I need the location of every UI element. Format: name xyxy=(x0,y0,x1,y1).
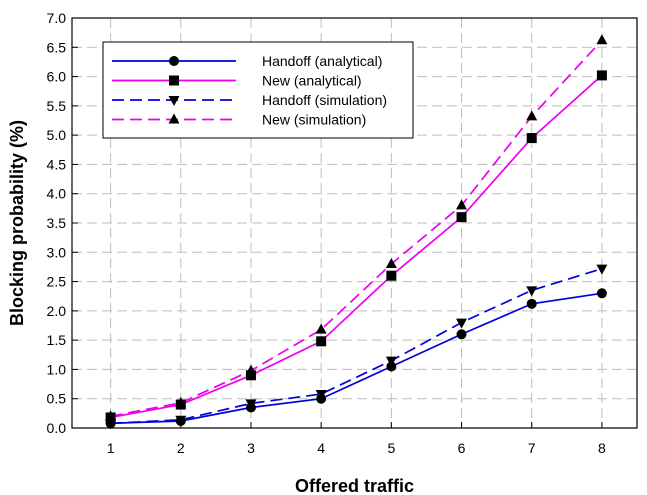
x-tick-label: 5 xyxy=(387,440,395,456)
y-tick-label: 5.5 xyxy=(47,98,67,114)
data-point-triangle-up xyxy=(596,34,608,45)
data-point-square xyxy=(316,336,327,347)
data-point-square xyxy=(456,212,467,223)
y-tick-label: 2.5 xyxy=(47,274,67,290)
data-point-circle xyxy=(456,329,467,340)
data-point-triangle-down xyxy=(385,356,397,367)
data-point-square xyxy=(596,70,607,81)
data-point-square xyxy=(169,75,179,86)
data-point-triangle-up xyxy=(526,110,538,121)
data-point-triangle-up xyxy=(315,323,327,334)
data-point-circle xyxy=(526,298,537,309)
y-axis-label: Blocking probability (%) xyxy=(7,120,27,326)
data-point-triangle-up xyxy=(456,199,468,210)
y-tick-label: 4.0 xyxy=(47,186,67,202)
x-axis-label: Offered traffic xyxy=(295,476,414,495)
data-point-square xyxy=(526,133,537,144)
data-point-triangle-down xyxy=(596,264,608,275)
tick-layer: 0.0 0.5 1.0 1.5 2.0 2.5 3.0 3.5 4.0 4.5 5.0 5.5 6.0 6… xyxy=(47,10,606,456)
data-point-triangle-down xyxy=(456,318,468,329)
legend-box xyxy=(102,41,414,139)
data-point-triangle-up xyxy=(245,364,257,375)
series-markers xyxy=(105,264,608,430)
series-layer xyxy=(105,34,608,430)
data-point-square xyxy=(386,270,397,281)
series-line xyxy=(110,39,603,418)
y-tick-label: 7.0 xyxy=(47,10,67,26)
x-tick-label: 4 xyxy=(317,440,325,456)
series-new-simulation xyxy=(110,39,603,418)
x-tick-label: 1 xyxy=(107,440,115,456)
data-point-triangle-down xyxy=(245,399,257,410)
y-tick-label: 4.5 xyxy=(47,156,67,172)
series-handoff-simulation xyxy=(110,267,603,425)
x-tick-label: 8 xyxy=(598,440,606,456)
series-new-analytical xyxy=(110,74,603,419)
x-tick-label: 6 xyxy=(458,440,466,456)
y-tick-label: 5.0 xyxy=(47,127,67,143)
x-tick-label: 7 xyxy=(528,440,536,456)
y-tick-label: 2.0 xyxy=(47,303,67,319)
series-line xyxy=(110,267,603,425)
y-tick-label: 3.5 xyxy=(47,215,67,231)
data-point-triangle-down xyxy=(315,390,327,401)
series-line xyxy=(110,292,603,425)
data-point-triangle-down xyxy=(175,415,187,426)
series-handoff-analytical xyxy=(110,292,603,425)
legend-label: New (analytical) xyxy=(262,73,362,89)
series-line xyxy=(110,74,603,419)
data-point-triangle-down xyxy=(168,96,180,106)
legend-label: Handoff (analytical) xyxy=(262,53,382,69)
legend-label: New (simulation) xyxy=(262,112,366,128)
y-tick-label: 6.5 xyxy=(47,39,67,55)
y-tick-label: 1.0 xyxy=(47,361,67,377)
data-point-triangle-down xyxy=(526,286,538,297)
x-tick-label: 2 xyxy=(177,440,185,456)
data-point-triangle-up xyxy=(385,258,397,268)
series-markers xyxy=(105,34,608,421)
y-tick-label: 0.0 xyxy=(47,420,67,436)
y-tick-label: 1.5 xyxy=(47,332,67,348)
x-tick-label: 3 xyxy=(247,440,255,456)
data-point-circle xyxy=(596,288,607,299)
legend: Handoff (analytical) New (analytical) Hand… xyxy=(102,41,414,139)
y-tick-label: 0.5 xyxy=(47,391,67,407)
y-tick-label: 6.0 xyxy=(47,69,67,85)
data-point-circle xyxy=(169,56,179,66)
y-tick-label: 3.0 xyxy=(47,244,67,260)
data-point-triangle-up xyxy=(175,396,187,407)
legend-label: Handoff (simulation) xyxy=(262,92,387,108)
data-point-triangle-up xyxy=(168,113,180,124)
data-point-triangle-up xyxy=(105,410,117,421)
data-point-square xyxy=(245,370,256,381)
